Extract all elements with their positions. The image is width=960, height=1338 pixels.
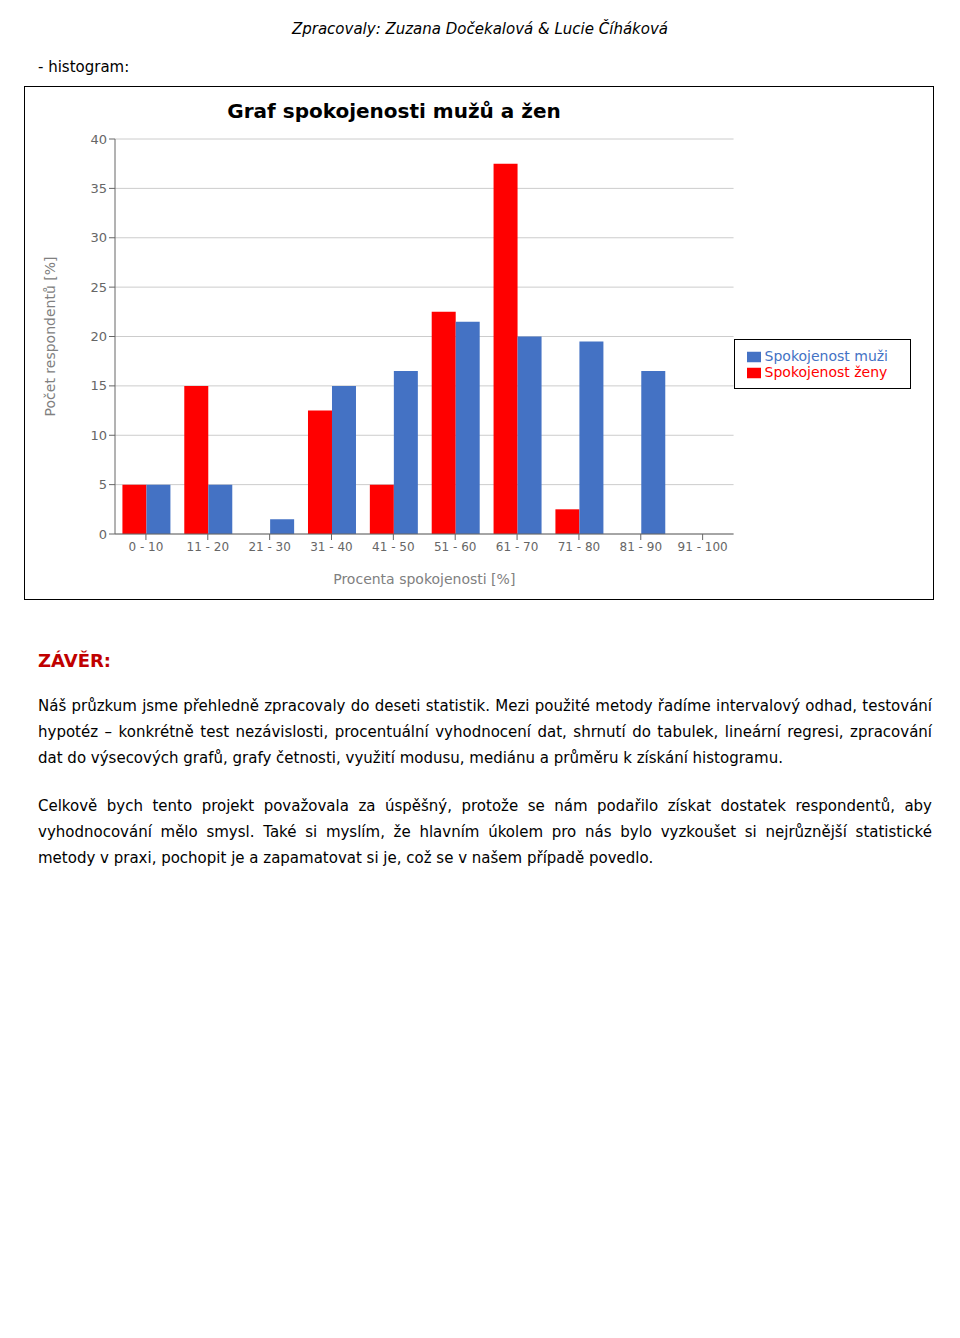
svg-text:41 - 50: 41 - 50	[372, 540, 415, 554]
svg-text:71 - 80: 71 - 80	[558, 540, 601, 554]
svg-text:Procenta spokojenosti [%]: Procenta spokojenosti [%]	[333, 571, 515, 587]
svg-text:51 - 60: 51 - 60	[434, 540, 477, 554]
html-text:Náš průzkum jsme přehledně zpr: Náš průzkum jsme přehledně zpracovaly do…	[38, 697, 932, 767]
svg-text:20: 20	[90, 329, 107, 344]
svg-text:81 - 90: 81 - 90	[620, 540, 663, 554]
svg-text:15: 15	[90, 378, 107, 393]
html-text:Celkově bych tento projekt pov: Celkově bych tento projekt považovala za…	[38, 797, 932, 867]
html-text:ZÁVĚR:: ZÁVĚR:	[38, 650, 111, 671]
svg-text:61 - 70: 61 - 70	[496, 540, 539, 554]
svg-text:0: 0	[99, 527, 107, 542]
svg-text:31 - 40: 31 - 40	[310, 540, 353, 554]
html-text:Graf spokojenosti mužů a žen: Graf spokojenosti mužů a žen	[227, 99, 561, 123]
svg-text:21 - 30: 21 - 30	[248, 540, 291, 554]
html-text:Spokojenost muži: Spokojenost muži	[764, 348, 888, 364]
svg-text:40: 40	[90, 132, 107, 147]
svg-text:30: 30	[90, 230, 107, 245]
svg-text:91 - 100: 91 - 100	[678, 540, 728, 554]
html-text:Spokojenost ženy: Spokojenost ženy	[764, 364, 888, 380]
svg-text:10: 10	[90, 428, 107, 443]
svg-text:5: 5	[99, 477, 107, 492]
svg-text:35: 35	[90, 181, 107, 196]
svg-text:0 - 10: 0 - 10	[128, 540, 163, 554]
svg-text:25: 25	[90, 280, 107, 295]
html-text:Zpracovaly: Zuzana Dočekalová: Zpracovaly: Zuzana Dočekalová & Lucie Čí…	[291, 20, 668, 38]
html-text:- histogram:: - histogram:	[38, 58, 130, 76]
svg-text:Počet respondentů [%]: Počet respondentů [%]	[42, 257, 58, 417]
svg-text:11 - 20: 11 - 20	[187, 540, 230, 554]
